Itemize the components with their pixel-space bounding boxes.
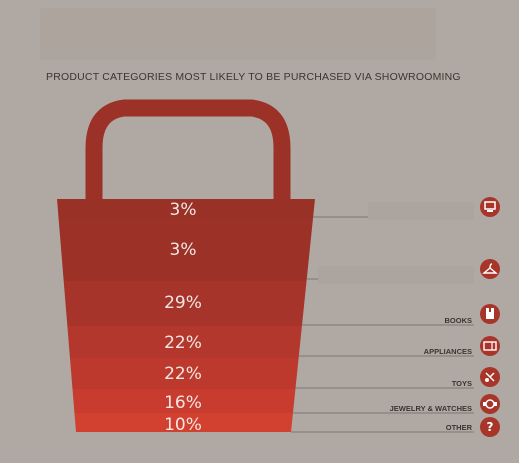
basket-band-2 — [58, 218, 314, 281]
label-mask-1 — [368, 202, 474, 220]
category-label-7: OTHER — [446, 423, 473, 432]
toys-icon — [480, 367, 500, 387]
category-label-3: BOOKS — [444, 316, 472, 325]
category-label-5: TOYS — [452, 379, 472, 388]
value-label-5: 22% — [164, 364, 202, 384]
header-panel — [40, 8, 436, 60]
monitor-stand — [487, 210, 493, 212]
value-label-2: 3% — [170, 240, 197, 260]
basket-band-7 — [74, 413, 293, 432]
book-mark — [489, 308, 491, 312]
icon-circle — [480, 259, 500, 279]
basket-band-1 — [57, 199, 315, 218]
basket-handle — [85, 99, 291, 200]
value-label-4: 22% — [164, 333, 202, 353]
appliance-shape — [483, 341, 497, 351]
category-label-6: JEWELRY & WATCHES — [390, 404, 472, 413]
book-shape — [486, 308, 494, 319]
hanger-hook — [489, 263, 493, 269]
value-label-6: 16% — [164, 393, 202, 413]
book-icon — [480, 304, 500, 324]
value-label-1: 3% — [170, 200, 197, 220]
category-label-4: APPLIANCES — [424, 347, 472, 356]
label-mask-2 — [318, 266, 474, 284]
clothes-hanger-icon — [480, 259, 500, 279]
hanger-shape — [482, 267, 498, 274]
icon-circle — [480, 197, 500, 217]
value-label-7: 10% — [164, 415, 202, 435]
chart-title: PRODUCT CATEGORIES MOST LIKELY TO BE PUR… — [46, 71, 461, 83]
watch-icon — [480, 394, 500, 414]
question-mark: ? — [487, 420, 494, 434]
monitor-shape — [484, 201, 496, 210]
basket-band-4 — [67, 326, 302, 358]
appliance-icon — [480, 336, 500, 356]
basket-band-6 — [72, 389, 296, 413]
question-icon: ? — [480, 417, 500, 437]
watch-face — [485, 399, 495, 409]
value-label-3: 29% — [164, 293, 202, 313]
toy-ball — [485, 378, 489, 382]
icon-circle — [480, 417, 500, 437]
basket-band-3 — [63, 281, 307, 326]
basket-band-5 — [69, 358, 299, 389]
toy-shape — [485, 372, 495, 382]
icon-circle — [480, 336, 500, 356]
computer-icon — [480, 197, 500, 217]
